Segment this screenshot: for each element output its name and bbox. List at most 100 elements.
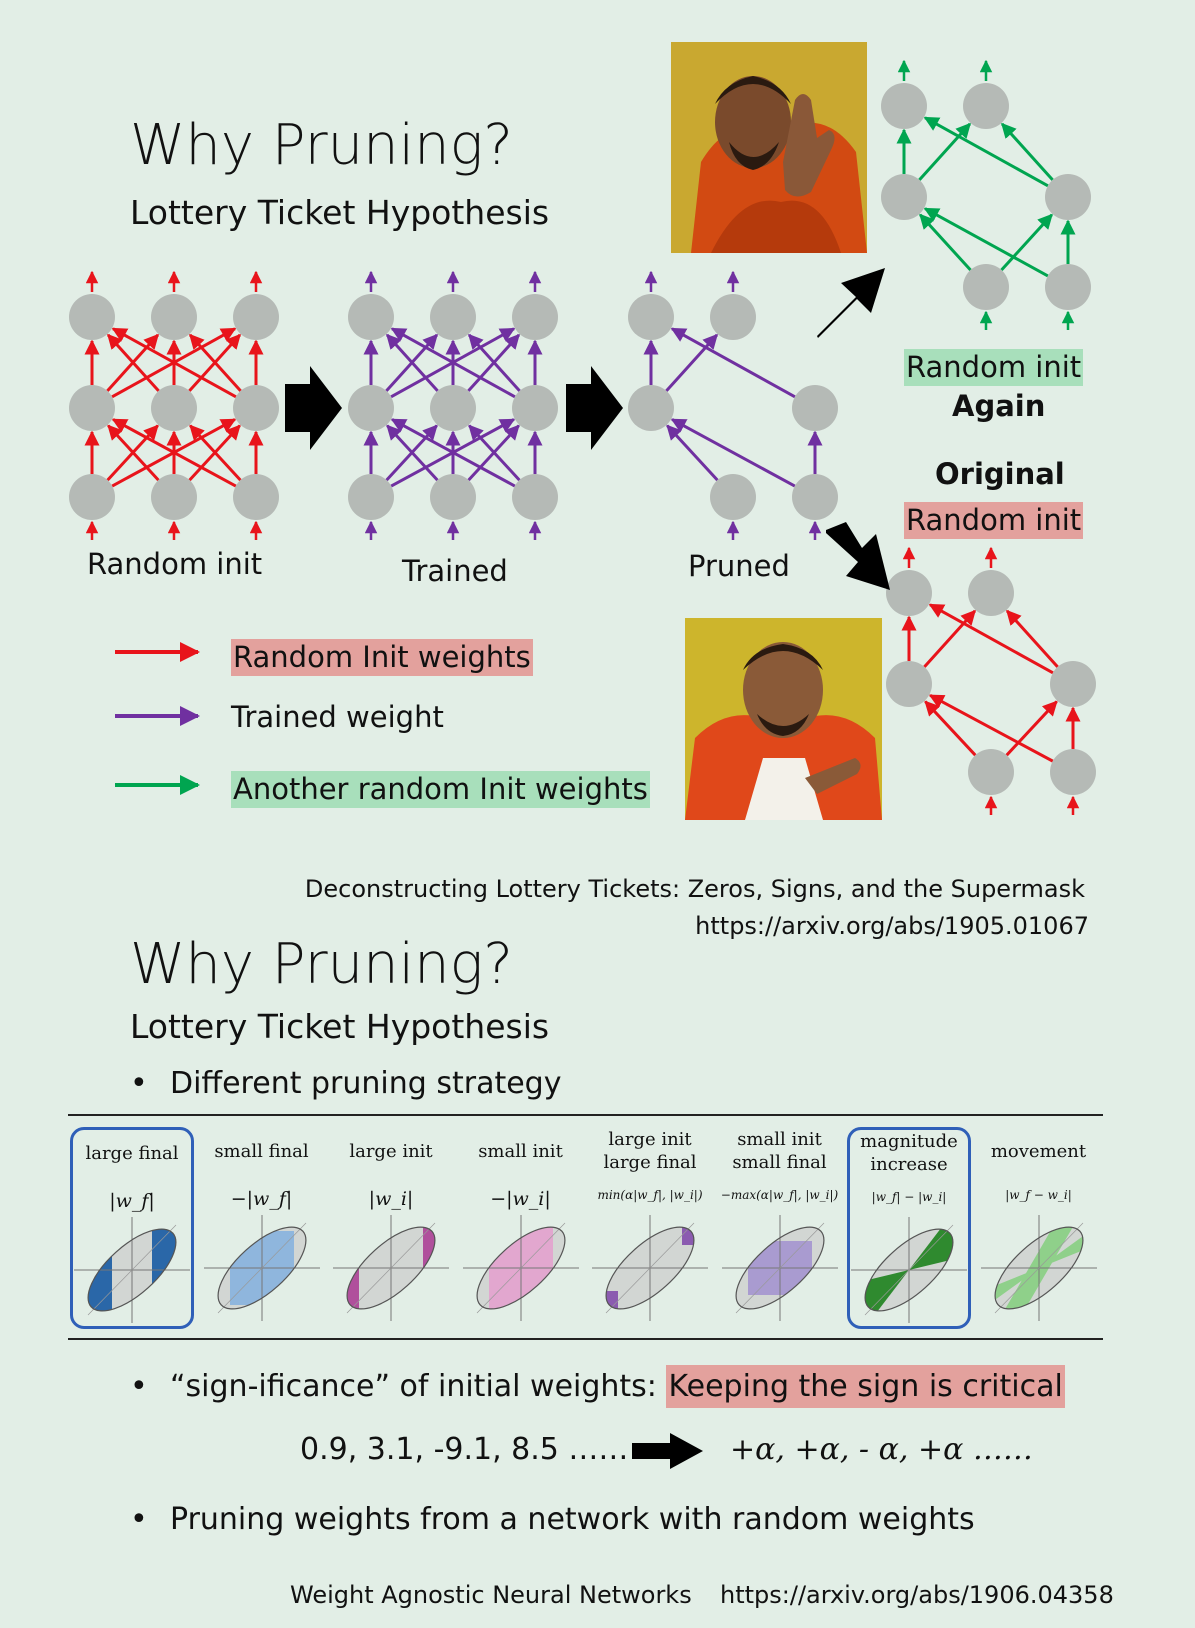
trained-net-node bbox=[512, 385, 558, 431]
table-bottom-rule bbox=[68, 1338, 1103, 1340]
strategy-large-final: large final |w_f| bbox=[70, 1127, 194, 1329]
label-trained: Trained bbox=[402, 554, 508, 588]
strategy-label: magnitude increase bbox=[860, 1131, 958, 1175]
original-net-edge bbox=[928, 694, 1054, 763]
trained-net-node bbox=[348, 385, 394, 431]
strategy-formula: |w_f| bbox=[109, 1190, 155, 1212]
legend-trained: Trained weight bbox=[231, 700, 444, 734]
strategy-label: small init bbox=[478, 1141, 563, 1162]
trained-net-edge bbox=[390, 327, 516, 399]
strategy-formula: |w_f − w_i| bbox=[1005, 1188, 1072, 1202]
strategy-formula: −|w_i| bbox=[490, 1188, 551, 1210]
random-net-node bbox=[233, 385, 279, 431]
original-net-edge bbox=[928, 603, 1054, 675]
random-net-node bbox=[69, 474, 115, 520]
random-net-edge bbox=[188, 333, 242, 392]
legend-random-init: Random Init weights bbox=[231, 639, 533, 676]
reinit-net-node bbox=[881, 83, 927, 129]
reinit-net-node bbox=[1045, 174, 1091, 220]
strategy-plot bbox=[203, 1215, 320, 1321]
strategy-movement: movement |w_f − w_i| bbox=[977, 1128, 1101, 1328]
random-net-node bbox=[69, 385, 115, 431]
random-net-node bbox=[233, 474, 279, 520]
pruned-net-node bbox=[792, 385, 838, 431]
citation-2-url[interactable]: https://arxiv.org/abs/1906.04358 bbox=[720, 1581, 1114, 1609]
big-arrow-1 bbox=[285, 366, 342, 450]
pruned-net-node bbox=[710, 294, 756, 340]
pruned-net-node bbox=[792, 474, 838, 520]
strategy-large-init: large init |w_i| bbox=[329, 1128, 453, 1328]
trained-net-edge bbox=[390, 418, 516, 488]
slide2-title: Why Pruning? bbox=[130, 932, 513, 997]
pruned-net-edge bbox=[670, 418, 796, 488]
strategy-plot bbox=[721, 1215, 838, 1321]
strategy-label: large init large final bbox=[603, 1129, 697, 1173]
meme-disapprove-image bbox=[671, 42, 867, 253]
lottery-ticket-diagram bbox=[69, 59, 1096, 815]
reinit-net-edge bbox=[1000, 213, 1053, 272]
pruned-net-node bbox=[628, 385, 674, 431]
table-top-rule bbox=[68, 1114, 1103, 1116]
random-net-node bbox=[151, 385, 197, 431]
strategy-label: large init bbox=[349, 1141, 433, 1162]
reinit-net-edge bbox=[918, 122, 972, 181]
citation-1-url[interactable]: https://arxiv.org/abs/1905.01067 bbox=[695, 912, 1089, 940]
random-net-node bbox=[233, 294, 279, 340]
original-net-edge bbox=[1005, 700, 1058, 757]
random-net-node bbox=[151, 474, 197, 520]
reinit-net-edge bbox=[919, 213, 972, 272]
label-original: Original bbox=[935, 457, 1065, 491]
slide1-subtitle: Lottery Ticket Hypothesis bbox=[130, 193, 550, 232]
trained-net-node bbox=[348, 474, 394, 520]
trained-net-node bbox=[430, 294, 476, 340]
trained-net-node bbox=[348, 294, 394, 340]
original-net-node bbox=[968, 570, 1014, 616]
legend-another-random: Another random Init weights bbox=[231, 771, 650, 808]
random-net-edge bbox=[111, 418, 237, 488]
trained-net-edge bbox=[386, 424, 439, 482]
original-net-edge bbox=[923, 609, 977, 668]
strategy-formula: |w_i| bbox=[368, 1188, 414, 1210]
trained-net-node bbox=[512, 474, 558, 520]
strategy-small-init: small init −|w_i| bbox=[459, 1128, 583, 1328]
trained-net-node bbox=[512, 294, 558, 340]
strategy-label: large final bbox=[85, 1143, 179, 1164]
strategy-plot bbox=[74, 1215, 190, 1325]
strategy-formula: −|w_f| bbox=[230, 1188, 293, 1210]
random-net-node bbox=[69, 294, 115, 340]
reinit-net-node bbox=[963, 83, 1009, 129]
reinit-net-node bbox=[881, 174, 927, 220]
strategy-label: small init small final bbox=[732, 1129, 827, 1173]
trained-net-node bbox=[430, 474, 476, 520]
original-net-node bbox=[1050, 661, 1096, 707]
label-random-init: Random init bbox=[87, 547, 263, 581]
strategy-formula: −max(α|w_f|, |w_i|) bbox=[720, 1188, 839, 1202]
strategy-plot bbox=[851, 1215, 967, 1325]
pruned-net-edge bbox=[666, 424, 719, 482]
reinit-net-edge bbox=[923, 207, 1049, 278]
reinit-net-edge bbox=[1000, 122, 1054, 181]
strategy-large-init-large-final: large init large final min(α|w_f|, |w_i|) bbox=[588, 1128, 712, 1328]
trained-net-edge bbox=[467, 333, 521, 392]
strategy-small-init-small-final: small init small final −max(α|w_f|, |w_i|) bbox=[718, 1128, 842, 1328]
original-net-node bbox=[886, 661, 932, 707]
original-net-node bbox=[968, 749, 1014, 795]
strategy-magnitude-increase: magnitude increase |w_f| − |w_i| bbox=[847, 1127, 971, 1329]
keeping-sign-highlight: Keeping the sign is critical bbox=[666, 1365, 1065, 1408]
slide1-title: Why Pruning? bbox=[130, 113, 513, 178]
example-values: 0.9, 3.1, -9.1, 8.5 …… bbox=[300, 1432, 629, 1467]
label-pruned: Pruned bbox=[688, 549, 790, 583]
big-arrow-down bbox=[826, 522, 890, 590]
pruned-net-node bbox=[628, 294, 674, 340]
label-again: Again bbox=[952, 389, 1046, 423]
strategy-label: movement bbox=[990, 1141, 1087, 1162]
random-net-edge bbox=[106, 333, 160, 392]
strategy-small-final: small final −|w_f| bbox=[200, 1128, 324, 1328]
big-arrow-2 bbox=[566, 366, 623, 450]
meme-approve-image bbox=[685, 618, 882, 820]
slide2-subtitle: Lottery Ticket Hypothesis bbox=[130, 1007, 550, 1046]
pruned-net-edge bbox=[665, 333, 719, 392]
reinit-net-edge bbox=[923, 116, 1049, 188]
original-net-edge bbox=[924, 700, 977, 757]
strategy-label: small final bbox=[214, 1141, 309, 1162]
